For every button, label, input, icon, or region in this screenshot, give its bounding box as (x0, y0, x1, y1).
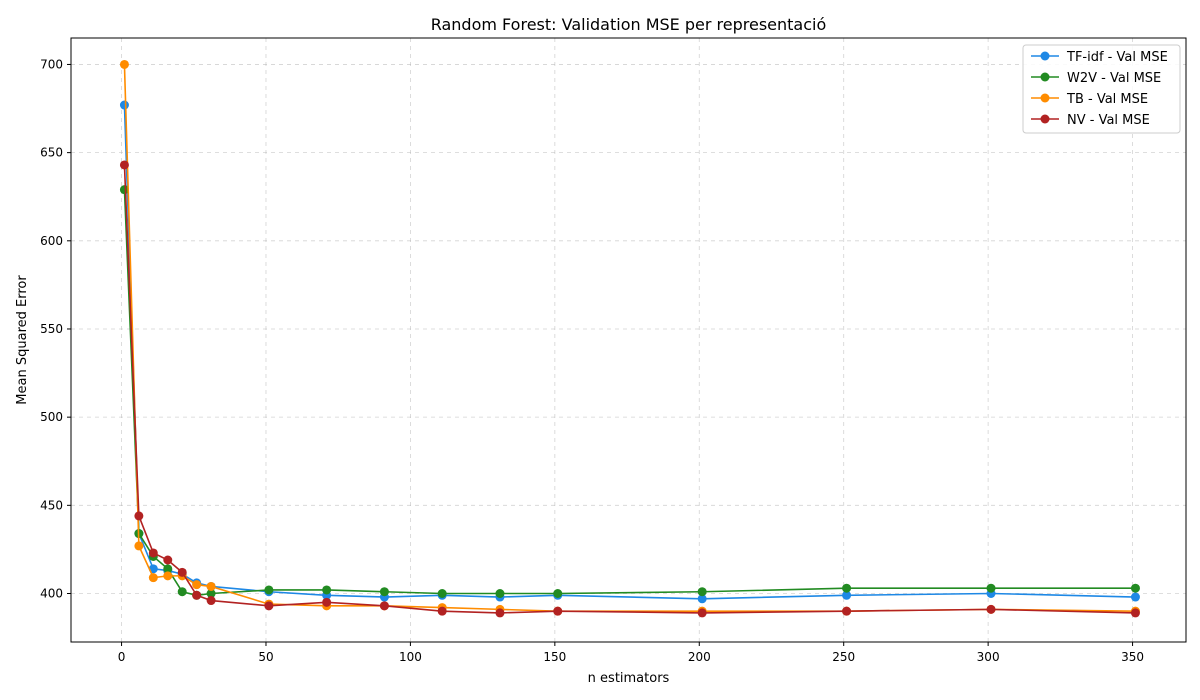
data-point (697, 608, 707, 618)
data-point (192, 590, 202, 600)
legend-box (1022, 44, 1181, 134)
data-point (119, 185, 129, 195)
legend-marker (1040, 51, 1050, 61)
legend-marker (1040, 93, 1050, 103)
data-point (322, 585, 332, 595)
plot-area-frame (70, 37, 1187, 643)
data-point (986, 583, 996, 593)
data-point (264, 601, 274, 611)
x-tick-label: 0 (118, 650, 126, 664)
legend-marker (1040, 114, 1050, 124)
data-point (322, 597, 332, 607)
data-point (134, 511, 144, 521)
y-tick-label: 650 (40, 146, 63, 160)
data-point (264, 585, 274, 595)
x-axis-ticks: 0 50 100 150 200 250 300 350 (118, 642, 1144, 664)
data-point (1130, 608, 1140, 618)
data-point (148, 548, 158, 558)
data-point (163, 571, 173, 581)
data-point (1130, 592, 1140, 602)
data-point (379, 587, 389, 597)
y-tick-label: 600 (40, 234, 63, 248)
data-point (177, 587, 187, 597)
data-point (119, 100, 129, 110)
data-point (119, 160, 129, 170)
data-point (206, 589, 216, 599)
data-point (697, 594, 707, 604)
data-point (697, 587, 707, 597)
data-point (192, 580, 202, 590)
y-axis-ticks: 400 450 500 550 600 650 700 (40, 57, 71, 601)
data-point (986, 604, 996, 614)
legend-label: W2V - Val MSE (1067, 71, 1161, 86)
data-point (119, 59, 129, 69)
y-tick-label: 550 (40, 322, 63, 336)
data-point (379, 601, 389, 611)
data-point (437, 589, 447, 599)
legend-item: NV - Val MSE (1031, 113, 1150, 128)
legend-item: TF-idf - Val MSE (1031, 50, 1168, 65)
data-point (134, 541, 144, 551)
x-tick-label: 300 (977, 650, 1000, 664)
x-axis-label: n estimators (588, 671, 670, 686)
x-tick-label: 250 (832, 650, 855, 664)
data-point (842, 583, 852, 593)
x-tick-label: 200 (688, 650, 711, 664)
series-nv (119, 160, 1140, 618)
chart-title: Random Forest: Validation MSE per repres… (431, 15, 827, 34)
legend: TF-idf - Val MSE W2V - Val MSE TB - Val MS… (1022, 44, 1181, 134)
legend-label: TF-idf - Val MSE (1066, 50, 1168, 65)
data-point (842, 590, 852, 600)
data-point (148, 573, 158, 583)
legend-marker (1040, 72, 1050, 82)
data-point (437, 606, 447, 616)
legend-label: TB - Val MSE (1066, 92, 1148, 107)
y-tick-label: 450 (40, 498, 63, 512)
data-point (495, 589, 505, 599)
data-point (206, 596, 216, 606)
legend-label: NV - Val MSE (1067, 113, 1150, 128)
data-point (163, 555, 173, 565)
series-layer (119, 59, 1140, 618)
grid (71, 38, 1186, 642)
data-point (1130, 583, 1140, 593)
y-tick-label: 700 (40, 57, 63, 71)
legend-item: TB - Val MSE (1031, 92, 1148, 107)
data-point (553, 606, 563, 616)
y-axis-label: Mean Squared Error (15, 275, 30, 405)
legend-item: W2V - Val MSE (1031, 71, 1161, 86)
data-point (495, 608, 505, 618)
y-tick-label: 500 (40, 410, 63, 424)
x-tick-label: 50 (258, 650, 273, 664)
x-tick-label: 100 (399, 650, 422, 664)
data-point (553, 589, 563, 599)
data-point (163, 564, 173, 574)
data-point (177, 567, 187, 577)
x-tick-label: 350 (1121, 650, 1144, 664)
y-tick-label: 400 (40, 587, 63, 601)
data-point (842, 606, 852, 616)
data-point (206, 581, 216, 591)
x-tick-label: 150 (543, 650, 566, 664)
